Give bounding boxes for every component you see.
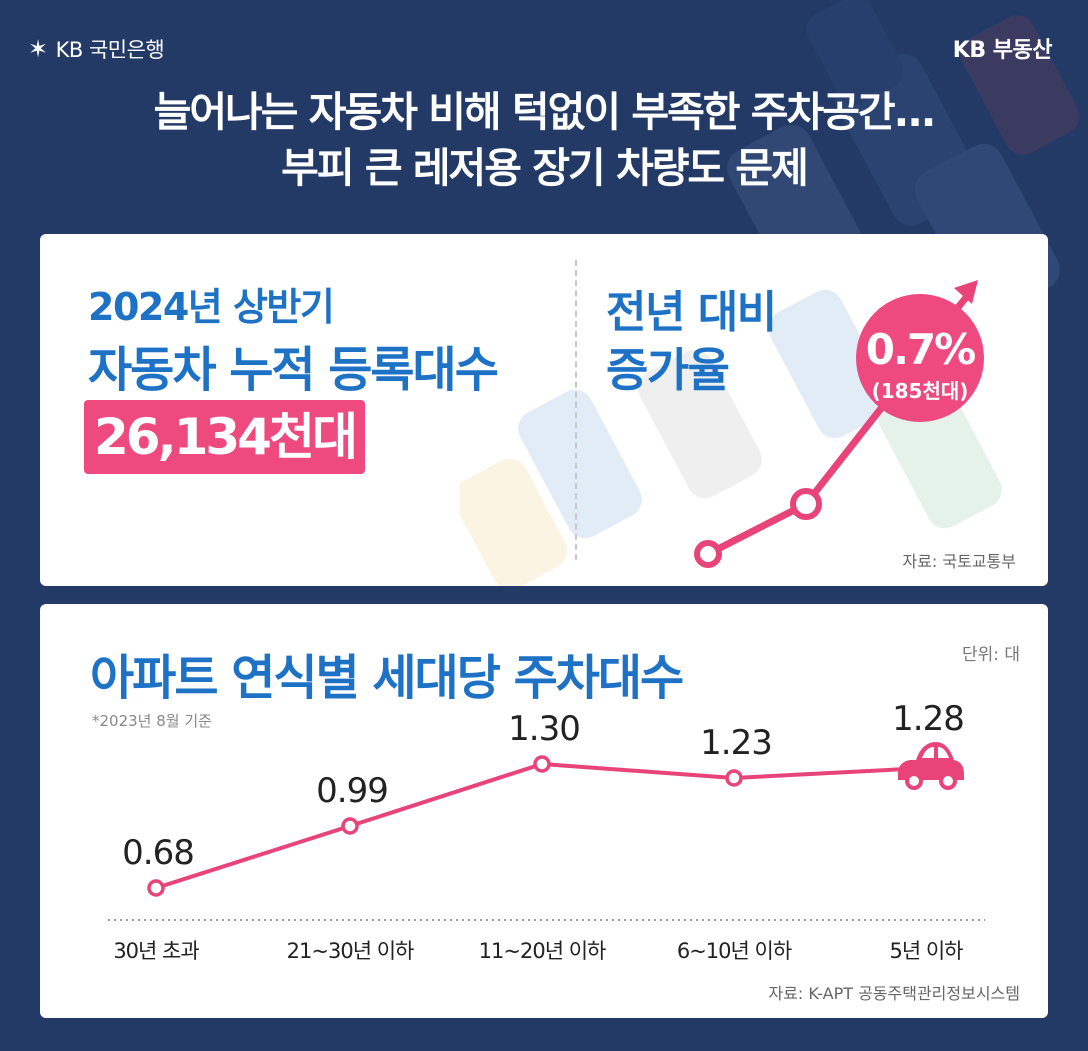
- chart-source: 자료: K-APT 공동주택관리정보시스템: [768, 984, 1020, 1003]
- data-point: [147, 879, 165, 897]
- headline-line-1: 늘어나는 자동차 비해 턱없이 부족한 주차공간...: [153, 88, 937, 136]
- car-icon: [898, 742, 964, 790]
- registration-card: 2024년 상반기 자동차 누적 등록대수 26,134천대 전년 대비 증가율…: [40, 234, 1048, 586]
- growth-rate: 0.7%: [866, 325, 975, 374]
- arrow-head: [954, 280, 978, 304]
- x-tick-label: 5년 이하: [890, 939, 964, 963]
- x-tick-label: 30년 초과: [113, 939, 199, 963]
- x-tick-label: 11~20년 이하: [479, 939, 606, 963]
- data-label: 1.28: [892, 699, 964, 739]
- parking-card: 아파트 연식별 세대당 주차대수 단위: 대 *2023년 8월 기준 0.68…: [40, 604, 1048, 1018]
- growth-label-line-1: 전년 대비: [606, 287, 777, 338]
- data-point: [533, 755, 551, 773]
- chart-note: *2023년 8월 기준: [92, 712, 212, 730]
- growth-point-2: [790, 488, 822, 520]
- logo-star-icon: ✶: [28, 35, 48, 63]
- kb-real-estate-brand: KB 부동산: [952, 38, 1053, 63]
- registration-value: 26,134천대: [84, 400, 365, 474]
- bank-logo-text: KB 국민은행: [55, 38, 165, 62]
- chart-title: 아파트 연식별 세대당 주차대수: [90, 650, 684, 706]
- kb-bank-logo: ✶ KB 국민은행: [28, 34, 165, 64]
- data-point: [725, 769, 743, 787]
- registration-label: 자동차 누적 등록대수: [88, 342, 499, 398]
- data-label: 1.23: [700, 723, 772, 763]
- card-divider: [575, 260, 577, 560]
- growth-trend-graphic: 0.7% (185천대): [694, 280, 984, 568]
- series-line: [155, 761, 927, 890]
- parking-line-chart: 0.68 0.99 1.30 1.23 1.28 30년 초과 21~30년 이하 11~2…: [108, 699, 985, 963]
- growth-amount: (185천대): [872, 379, 969, 403]
- data-point: [341, 817, 359, 835]
- period-label: 2024년 상반기: [88, 285, 335, 329]
- x-tick-label: 21~30년 이하: [287, 939, 414, 963]
- growth-label-line-2: 증가율: [606, 343, 730, 397]
- headline: 늘어나는 자동차 비해 턱없이 부족한 주차공간... 부피 큰 레저용 장기 …: [0, 84, 1088, 196]
- x-tick-label: 6~10년 이하: [677, 939, 792, 963]
- data-label: 0.68: [122, 833, 194, 873]
- chart-unit: 단위: 대: [961, 645, 1020, 665]
- headline-line-2: 부피 큰 레저용 장기 차량도 문제: [281, 144, 809, 192]
- data-label: 0.99: [316, 771, 388, 811]
- growth-point-1: [694, 540, 722, 568]
- registration-source: 자료: 국토교통부: [902, 552, 1016, 571]
- data-label: 1.30: [508, 709, 580, 749]
- growth-badge: [856, 294, 984, 422]
